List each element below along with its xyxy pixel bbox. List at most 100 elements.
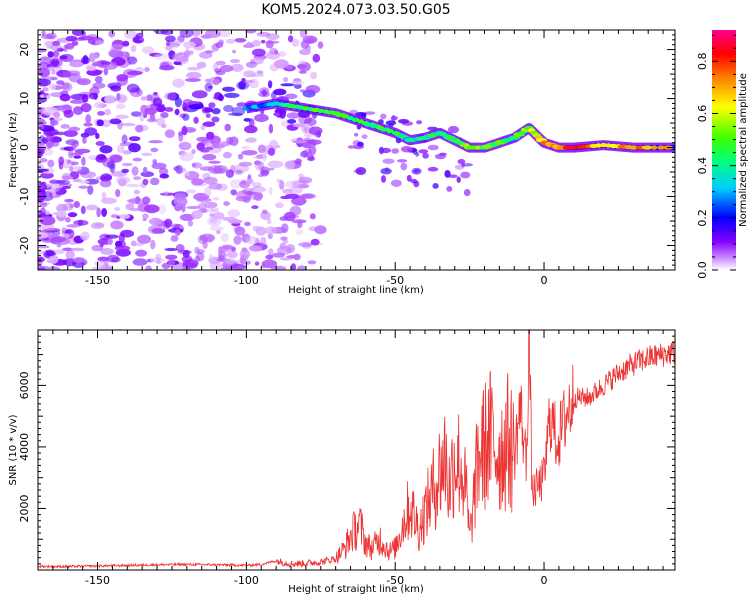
speckle-blob [101, 208, 107, 217]
speckle-blob [203, 176, 218, 185]
speckle-blob [208, 85, 213, 89]
speckle-blob [144, 67, 150, 72]
speckle-blob [91, 40, 96, 45]
speckle-blob [81, 31, 87, 37]
speckle-blob [292, 140, 308, 144]
speckle-blob [159, 64, 175, 71]
speckle-blob [256, 31, 271, 37]
speckle-blob [446, 186, 453, 192]
speckle-blob [226, 136, 234, 145]
speckle-blob [257, 173, 264, 178]
speckle-blob [179, 213, 195, 221]
speckle-blob [354, 132, 359, 137]
speckle-blob [109, 154, 123, 163]
speckle-blob [283, 77, 289, 82]
speckle-blob [47, 141, 54, 149]
speckle-blob [314, 131, 322, 138]
colorbar-ticks: 0.0 0.2 0.4 0.6 0.8 [696, 34, 736, 279]
speckle-blob [59, 93, 71, 102]
speckle-blob [228, 112, 243, 116]
speckle-blob [279, 180, 285, 190]
speckle-blob [298, 242, 313, 247]
speckle-blob [261, 259, 278, 269]
speckle-blob [135, 249, 148, 257]
speckle-blob [150, 239, 156, 250]
speckle-blob [165, 35, 176, 43]
speckle-blob [86, 204, 99, 211]
speckle-blob [202, 240, 208, 250]
colorbar-tick-label: 0.2 [696, 209, 709, 227]
speckle-blob [67, 212, 78, 218]
speckle-blob [413, 180, 420, 188]
speckle-blob [257, 144, 266, 154]
x-tick-label: 0 [541, 574, 548, 587]
speckle-blob [160, 112, 169, 119]
speckle-blob [202, 153, 217, 161]
speckle-blob [80, 231, 90, 241]
speckle-blob [52, 117, 63, 122]
speckle-blob [221, 244, 234, 250]
speckle-blob [273, 88, 287, 96]
speckle-blob [144, 204, 160, 214]
speckle-blob [41, 30, 46, 37]
speckle-blob [303, 123, 310, 128]
speckle-blob [418, 149, 429, 154]
speckle-blob [70, 93, 87, 100]
speckle-blob [100, 248, 114, 255]
speckle-blob [107, 160, 116, 169]
speckle-blob [144, 107, 157, 115]
speckle-blob [396, 159, 408, 163]
speckle-blob [281, 223, 289, 234]
speckle-blob [107, 238, 113, 246]
colorbar-tick-label: 0.6 [696, 105, 709, 123]
speckle-blob [91, 53, 99, 60]
speckle-blob [96, 207, 101, 218]
speckle-blob [248, 78, 259, 89]
speckle-blob [251, 40, 261, 47]
speckle-blob [38, 266, 45, 270]
speckle-blob [136, 234, 152, 244]
speckle-blob [283, 211, 296, 222]
speckle-blob [110, 214, 119, 218]
speckle-blob [251, 182, 262, 188]
speckle-blob [220, 233, 229, 242]
speckle-blob [254, 160, 261, 166]
speckle-blob [38, 67, 50, 78]
speckle-blob [93, 40, 105, 45]
spectrogram-speckle [38, 30, 474, 270]
speckle-blob [253, 187, 267, 193]
speckle-blob [150, 147, 159, 153]
speckle-blob [305, 84, 321, 94]
speckle-blob [117, 144, 125, 153]
speckle-blob [56, 203, 68, 213]
speckle-blob [133, 176, 142, 181]
snr-ticks: -150 -100 -50 0 2000 4000 6000 [18, 329, 675, 587]
speckle-blob [227, 209, 241, 218]
speckle-blob [70, 161, 79, 166]
speckle-blob [204, 82, 213, 92]
speckle-blob [347, 145, 355, 149]
speckle-blob [141, 46, 155, 54]
speckle-blob [303, 133, 314, 137]
snr-plot-area [38, 330, 675, 570]
speckle-blob [115, 176, 131, 184]
speckle-blob [174, 228, 181, 237]
speckle-blob [68, 126, 81, 132]
speckle-blob [299, 48, 311, 56]
speckle-blob [186, 205, 201, 210]
speckle-blob [434, 153, 446, 160]
speckle-blob [224, 258, 236, 265]
speckle-blob [61, 83, 70, 90]
speckle-blob [210, 207, 220, 213]
speckle-blob [61, 227, 66, 233]
ridge-blob [657, 145, 665, 150]
speckle-blob [92, 82, 106, 89]
speckle-blob [456, 176, 461, 183]
speckle-blob [211, 116, 220, 123]
speckle-blob [132, 157, 143, 162]
speckle-blob [122, 150, 132, 155]
speckle-blob [68, 61, 84, 68]
speckle-blob [115, 114, 129, 120]
speckle-blob [38, 191, 45, 199]
speckle-blob [300, 40, 310, 49]
